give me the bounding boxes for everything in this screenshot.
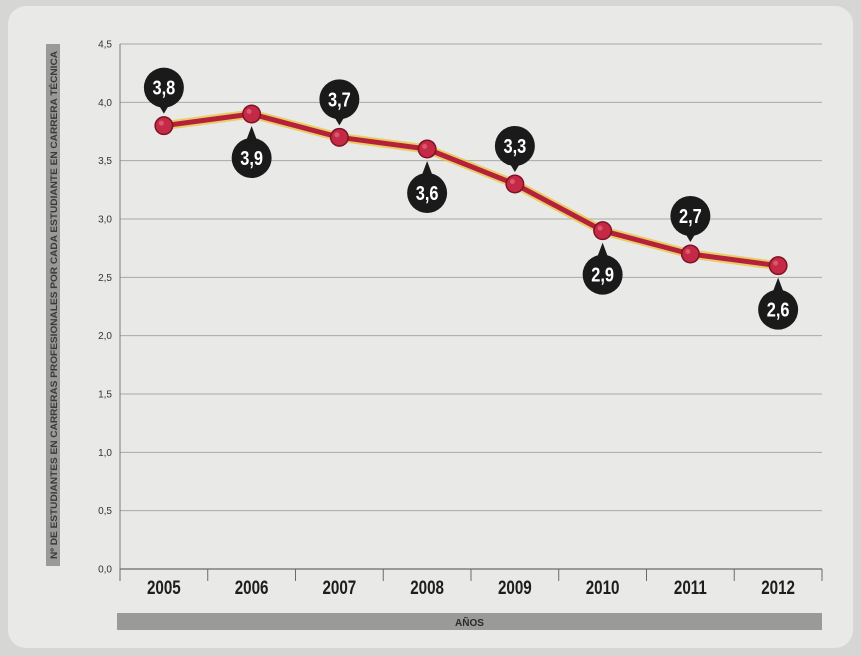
- data-point-highlight: [334, 132, 340, 138]
- x-axis-band: [117, 613, 822, 630]
- data-point: [331, 129, 348, 146]
- x-tick-label: 2009: [498, 576, 532, 598]
- y-tick-label: 1,0: [98, 448, 112, 459]
- data-point: [155, 117, 172, 134]
- chart-panel: [8, 6, 853, 648]
- x-tick-label: 2008: [410, 576, 444, 598]
- data-label-circle: [143, 67, 184, 108]
- y-tick-label: 2,0: [98, 331, 112, 342]
- data-label-bubble: 2,9: [582, 242, 623, 295]
- data-label-bubble: 3,8: [143, 67, 184, 114]
- data-label-circle: [494, 126, 535, 166]
- data-label: 3,6: [416, 181, 439, 204]
- data-label-pointer: [421, 161, 434, 177]
- data-label-bubble: 3,6: [407, 161, 448, 213]
- data-label-bubble: 2,7: [670, 196, 711, 242]
- data-point: [682, 246, 699, 262]
- y-tick-label: 4,0: [98, 98, 112, 109]
- data-label: 3,7: [328, 88, 351, 111]
- series-line: [161, 111, 781, 269]
- data-label-circle: [319, 79, 360, 120]
- x-tick-label: 2011: [674, 576, 707, 598]
- data-label-bubble: 3,9: [231, 126, 272, 178]
- data-label-circle: [231, 138, 272, 178]
- data-label: 3,8: [152, 76, 175, 99]
- data-label-circle: [670, 196, 711, 236]
- data-label: 2,6: [767, 298, 790, 321]
- data-point-highlight: [685, 249, 691, 254]
- data-point-highlight: [422, 144, 428, 149]
- data-point: [594, 222, 611, 239]
- data-point-highlight: [773, 260, 779, 266]
- y-tick-label: 0,0: [98, 565, 112, 576]
- x-tick-label: 2010: [586, 576, 620, 598]
- y-tick-label: 3,5: [98, 156, 112, 167]
- data-label-circle: [758, 289, 799, 330]
- y-tick-label: 0,5: [98, 506, 112, 517]
- data-point-highlight: [597, 225, 603, 231]
- data-point-highlight: [509, 179, 515, 184]
- data-label-bubble: 3,3: [494, 126, 535, 172]
- data-point: [506, 176, 523, 192]
- data-point: [770, 257, 787, 274]
- data-label-pointer: [245, 126, 258, 142]
- data-point: [419, 141, 436, 157]
- data-label: 3,3: [503, 134, 526, 157]
- y-tick-label: 4,5: [98, 40, 112, 51]
- data-label: 2,7: [679, 204, 702, 227]
- data-label: 3,9: [240, 146, 263, 169]
- x-tick-label: 2006: [235, 576, 269, 598]
- data-label-circle: [407, 173, 448, 213]
- y-axis-title: Nº DE ESTUDIANTES EN CARRERAS PROFESIONA…: [48, 51, 59, 559]
- series-line-glow: [159, 109, 783, 271]
- data-point-highlight: [246, 109, 252, 114]
- y-tick-label: 1,5: [98, 390, 112, 401]
- data-label-circle: [582, 254, 623, 295]
- y-tick-label: 2,5: [98, 273, 112, 284]
- x-axis-title: AÑOS: [455, 616, 484, 629]
- data-point: [243, 106, 260, 122]
- x-tick-label: 2005: [147, 576, 181, 598]
- data-label-pointer: [772, 277, 785, 294]
- data-label-bubble: 2,6: [758, 277, 799, 330]
- data-label-pointer: [596, 242, 609, 259]
- data-label-bubble: 3,7: [319, 79, 360, 126]
- y-tick-label: 3,0: [98, 215, 112, 226]
- data-label: 2,9: [591, 263, 614, 286]
- x-tick-label: 2012: [761, 576, 795, 598]
- data-point-highlight: [158, 120, 164, 126]
- x-tick-label: 2007: [322, 576, 356, 598]
- y-axis-band: [46, 44, 60, 566]
